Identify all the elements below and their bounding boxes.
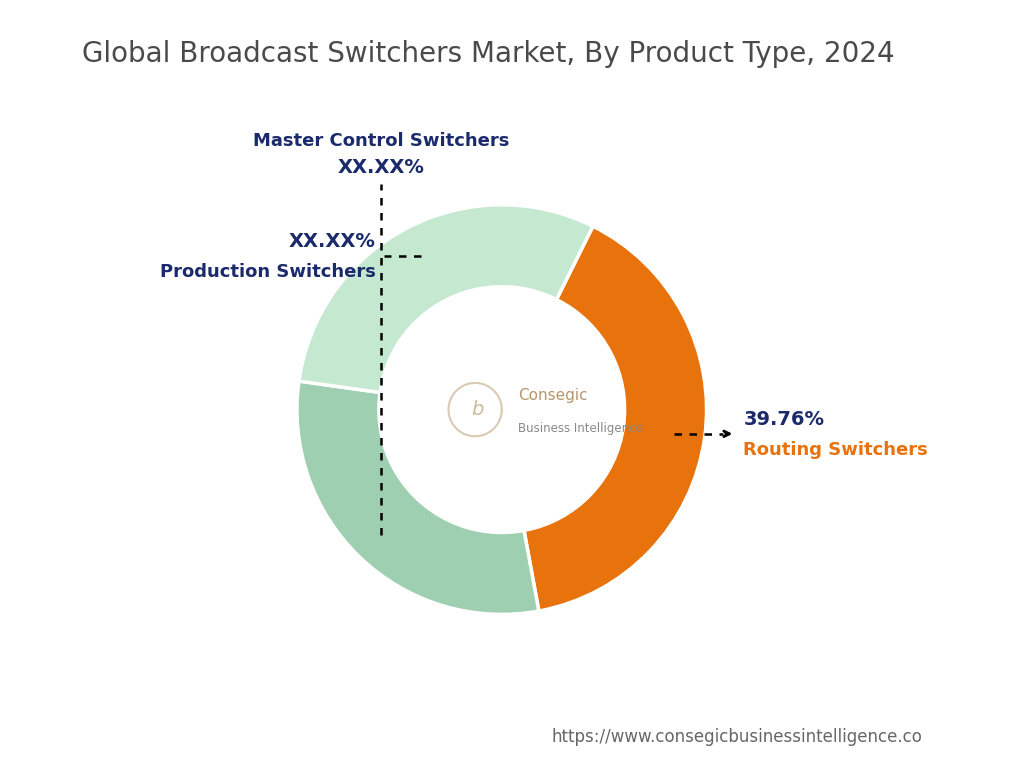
Text: Global Broadcast Switchers Market, By Product Type, 2024: Global Broadcast Switchers Market, By Pr… bbox=[82, 40, 895, 68]
Text: Business Intelligence: Business Intelligence bbox=[518, 422, 643, 435]
Wedge shape bbox=[297, 381, 539, 614]
Text: 39.76%: 39.76% bbox=[743, 410, 824, 429]
Text: https://www.consegicbusinessintelligence.co: https://www.consegicbusinessintelligence… bbox=[552, 728, 923, 746]
Text: b: b bbox=[471, 400, 483, 419]
Text: XX.XX%: XX.XX% bbox=[289, 232, 376, 251]
Text: Consegic: Consegic bbox=[518, 388, 588, 402]
Text: Master Control Switchers: Master Control Switchers bbox=[253, 132, 510, 151]
Text: Routing Switchers: Routing Switchers bbox=[743, 441, 928, 459]
Wedge shape bbox=[299, 205, 593, 392]
Wedge shape bbox=[524, 227, 707, 611]
Text: XX.XX%: XX.XX% bbox=[338, 158, 425, 177]
Text: Production Switchers: Production Switchers bbox=[160, 263, 376, 281]
